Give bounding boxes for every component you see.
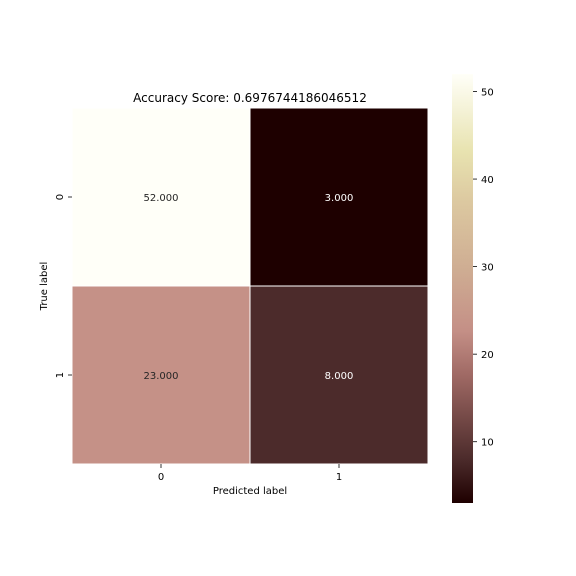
y-tick-label-0: 0 bbox=[55, 194, 66, 200]
colorbar-tick-label-3: 40 bbox=[481, 175, 494, 186]
x-tick-label-0: 0 bbox=[158, 472, 164, 483]
heatmap-cells: 52.000 3.000 23.000 8.000 bbox=[71, 107, 429, 465]
cell-label-1-0: 23.000 bbox=[144, 371, 179, 382]
cell-label-0-1: 3.000 bbox=[325, 193, 354, 204]
heatmap-cell-1-0 bbox=[71, 285, 251, 465]
x-axis-label: Predicted label bbox=[213, 486, 287, 497]
y-tick-label-1: 1 bbox=[55, 372, 66, 378]
cell-label-0-0: 52.000 bbox=[144, 193, 179, 204]
colorbar-tick-label-4: 50 bbox=[481, 88, 494, 99]
x-tick-label-1: 1 bbox=[336, 472, 342, 483]
y-axis-ticks: 01 bbox=[55, 194, 72, 378]
y-axis-label: True label bbox=[39, 262, 50, 312]
heatmap-cell-0-0 bbox=[71, 107, 251, 287]
cell-label-1-1: 8.000 bbox=[325, 371, 354, 382]
chart-title: Accuracy Score: 0.6976744186046512 bbox=[133, 91, 367, 105]
colorbar-ticks: 10 20 30 40 50 bbox=[473, 88, 494, 449]
heatmap-cell-1-1 bbox=[249, 285, 429, 465]
colorbar-tick-label-0: 10 bbox=[481, 438, 494, 449]
colorbar-tick-label-1: 20 bbox=[481, 350, 494, 361]
colorbar-tick-label-2: 30 bbox=[481, 263, 494, 274]
heatmap-cell-0-1 bbox=[249, 107, 429, 287]
colorbar bbox=[452, 74, 473, 503]
